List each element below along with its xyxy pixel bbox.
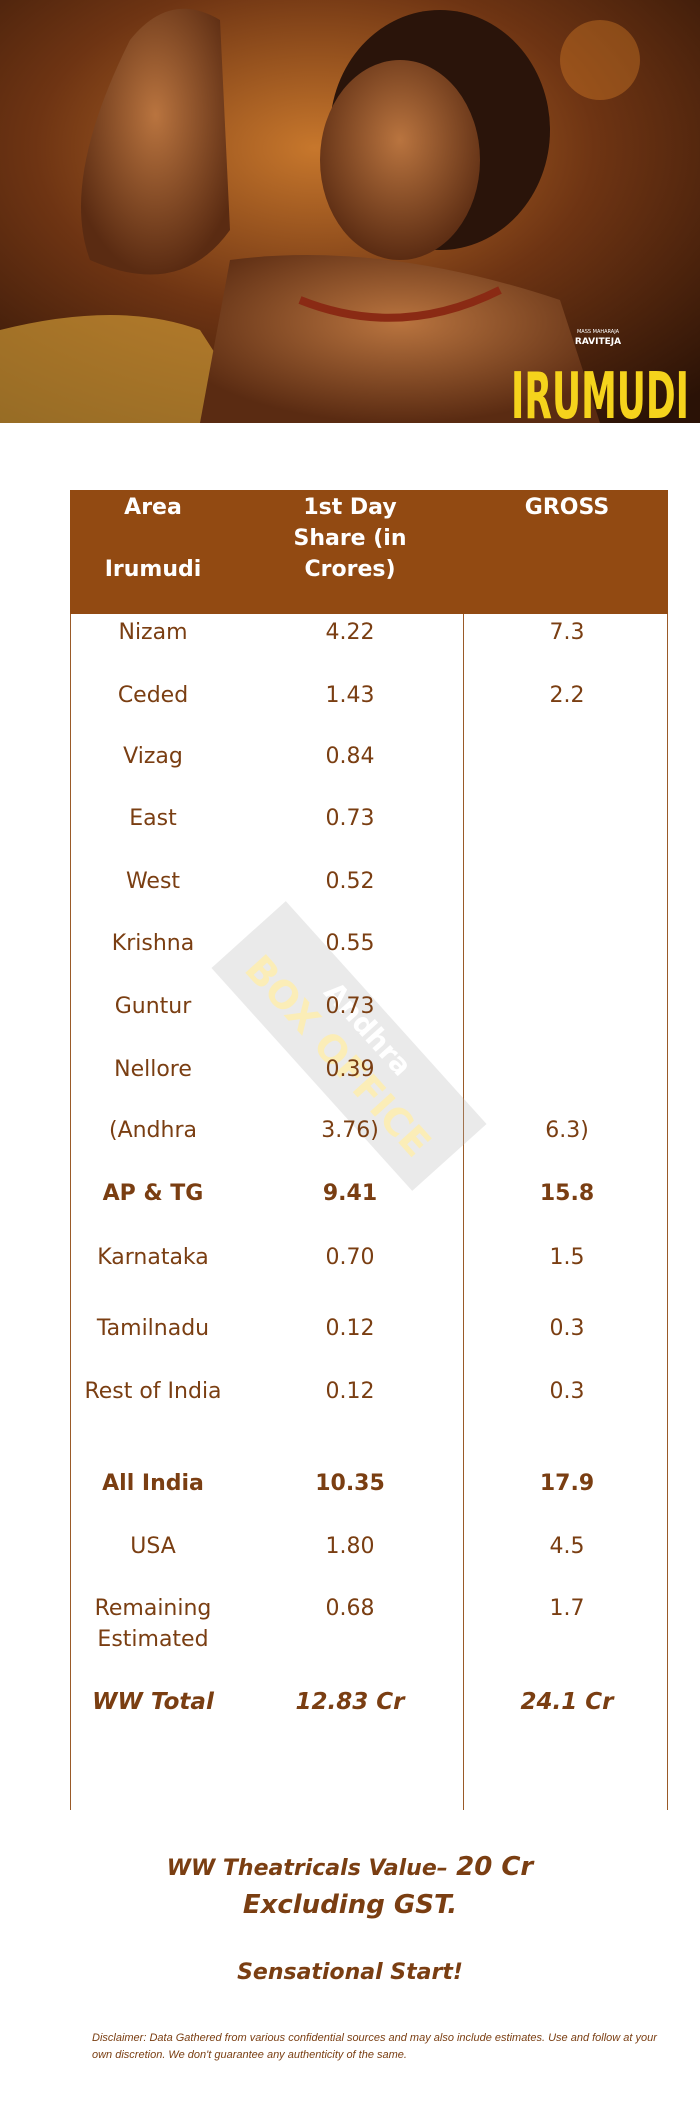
gross-cell: 0.3 xyxy=(549,1379,585,1404)
gross-cell: 1.7 xyxy=(549,1596,585,1621)
area-cell: All India xyxy=(102,1471,204,1496)
area-cell: Guntur xyxy=(114,994,192,1019)
poster: MASS MAHARAJA RAVITEJA IRUMUDI xyxy=(0,0,700,423)
gross-cell: 0.3 xyxy=(549,1316,585,1341)
table-border xyxy=(463,614,464,1810)
gross-cell: 2.2 xyxy=(549,683,585,708)
area-cell: Rest of India xyxy=(84,1379,222,1404)
gross-cell: 15.8 xyxy=(539,1181,595,1206)
share-cell: 0.39 xyxy=(325,1057,375,1082)
area-cell: Ceded xyxy=(117,683,189,708)
area-cell: Krishna xyxy=(111,931,195,956)
share-cell: 1.80 xyxy=(325,1534,375,1559)
area-cell: USA xyxy=(130,1534,176,1559)
share-cell: 10.35 xyxy=(315,1471,385,1496)
gross-cell: 17.9 xyxy=(539,1471,595,1496)
area-cell: Nizam xyxy=(118,620,188,645)
gross-cell: 7.3 xyxy=(549,620,585,645)
table-border xyxy=(667,614,668,1810)
verdict: Sensational Start! xyxy=(237,1960,463,1985)
table-header-bg xyxy=(70,490,668,614)
header-cell: 1st Day Share (in Crores) xyxy=(293,495,407,582)
disclaimer: Disclaimer: Data Gathered from various c… xyxy=(92,2032,657,2061)
share-cell: 4.22 xyxy=(325,620,375,645)
header-cell: Area xyxy=(124,495,182,520)
area-cell: (Andhra xyxy=(108,1118,197,1143)
area-cell: Tamilnadu xyxy=(96,1316,210,1341)
header-cell: Irumudi xyxy=(104,557,202,582)
share-cell: 0.55 xyxy=(325,931,375,956)
area-cell: Remaining Estimated xyxy=(94,1596,212,1652)
share-cell: 0.12 xyxy=(325,1316,375,1341)
share-cell: 3.76) xyxy=(321,1118,379,1143)
area-cell: Karnataka xyxy=(97,1245,209,1270)
theatrical-note: WW Theatricals Value– 20 Cr Excluding GS… xyxy=(0,1849,700,1923)
gross-cell: 1.5 xyxy=(549,1245,585,1270)
area-cell: Vizag xyxy=(123,744,183,769)
theatrical-label: WW Theatricals Value– xyxy=(166,1856,448,1881)
share-cell: 0.73 xyxy=(325,994,375,1019)
table-border xyxy=(70,614,71,1810)
tagline: MASS MAHARAJA xyxy=(577,329,620,335)
area-cell: AP & TG xyxy=(102,1181,204,1206)
share-cell: 9.41 xyxy=(322,1181,378,1206)
gross-cell: 24.1 Cr xyxy=(520,1689,614,1715)
area-cell: West xyxy=(125,869,181,894)
area-cell: East xyxy=(129,806,177,831)
share-cell: 0.73 xyxy=(325,806,375,831)
movie-title: IRUMUDI xyxy=(511,360,689,423)
share-cell: 1.43 xyxy=(325,683,375,708)
share-cell: 0.84 xyxy=(325,744,375,769)
area-cell: Nellore xyxy=(114,1057,192,1082)
share-cell: 0.68 xyxy=(325,1596,375,1621)
share-cell: 12.83 Cr xyxy=(295,1689,405,1715)
gross-cell: 4.5 xyxy=(549,1534,585,1559)
share-cell: 0.12 xyxy=(325,1379,375,1404)
share-cell: 0.52 xyxy=(325,869,375,894)
star: RAVITEJA xyxy=(575,337,621,347)
share-cell: 0.70 xyxy=(325,1245,375,1270)
header-cell: GROSS xyxy=(524,495,610,520)
area-cell: WW Total xyxy=(92,1689,214,1715)
gross-cell: 6.3) xyxy=(545,1118,589,1143)
theatrical-value: 20 Cr Excluding GST. xyxy=(242,1852,534,1920)
